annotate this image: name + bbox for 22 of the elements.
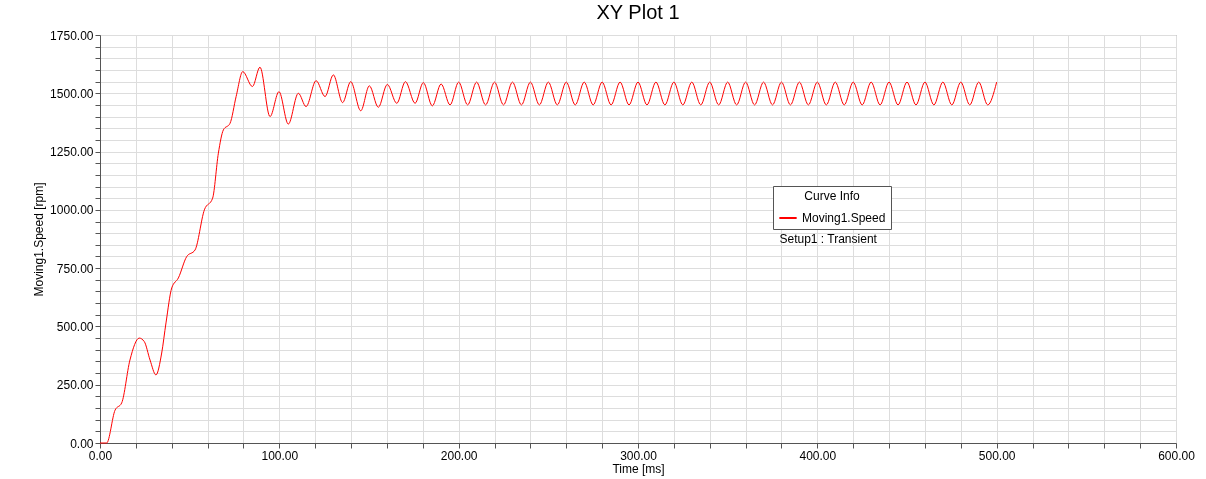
x-tick-label: 600.00 — [1158, 448, 1196, 463]
y-tick-label: 250.00 — [56, 378, 94, 393]
y-tick-label: 1250.00 — [50, 145, 94, 160]
x-tick-label: 200.00 — [440, 448, 478, 463]
y-tick-label: 500.00 — [56, 319, 94, 334]
legend-title: Curve Info — [804, 189, 861, 203]
y-tick-label: 0.00 — [70, 436, 94, 451]
x-tick-label: 300.00 — [620, 448, 658, 463]
line-series — [99, 66, 998, 444]
y-tick-label: 1000.00 — [50, 203, 94, 218]
x-axis-title: Time [ms] — [612, 461, 665, 476]
x-tick-label: 100.00 — [261, 448, 299, 463]
y-tick-label: 1500.00 — [50, 86, 94, 101]
y-axis-title: Moving1.Speed [rpm] — [32, 182, 47, 297]
y-tick-label: 750.00 — [56, 261, 94, 276]
y-tick-label: 1750.00 — [50, 28, 94, 43]
x-tick-label: 0.00 — [88, 448, 113, 463]
chart-title: XY Plot 1 — [596, 1, 680, 23]
annotation: Setup1 : Transient — [779, 231, 877, 246]
x-tick-label: 400.00 — [799, 448, 837, 463]
legend-label: Moving1.Speed — [802, 211, 886, 225]
x-tick-label: 500.00 — [978, 448, 1016, 463]
